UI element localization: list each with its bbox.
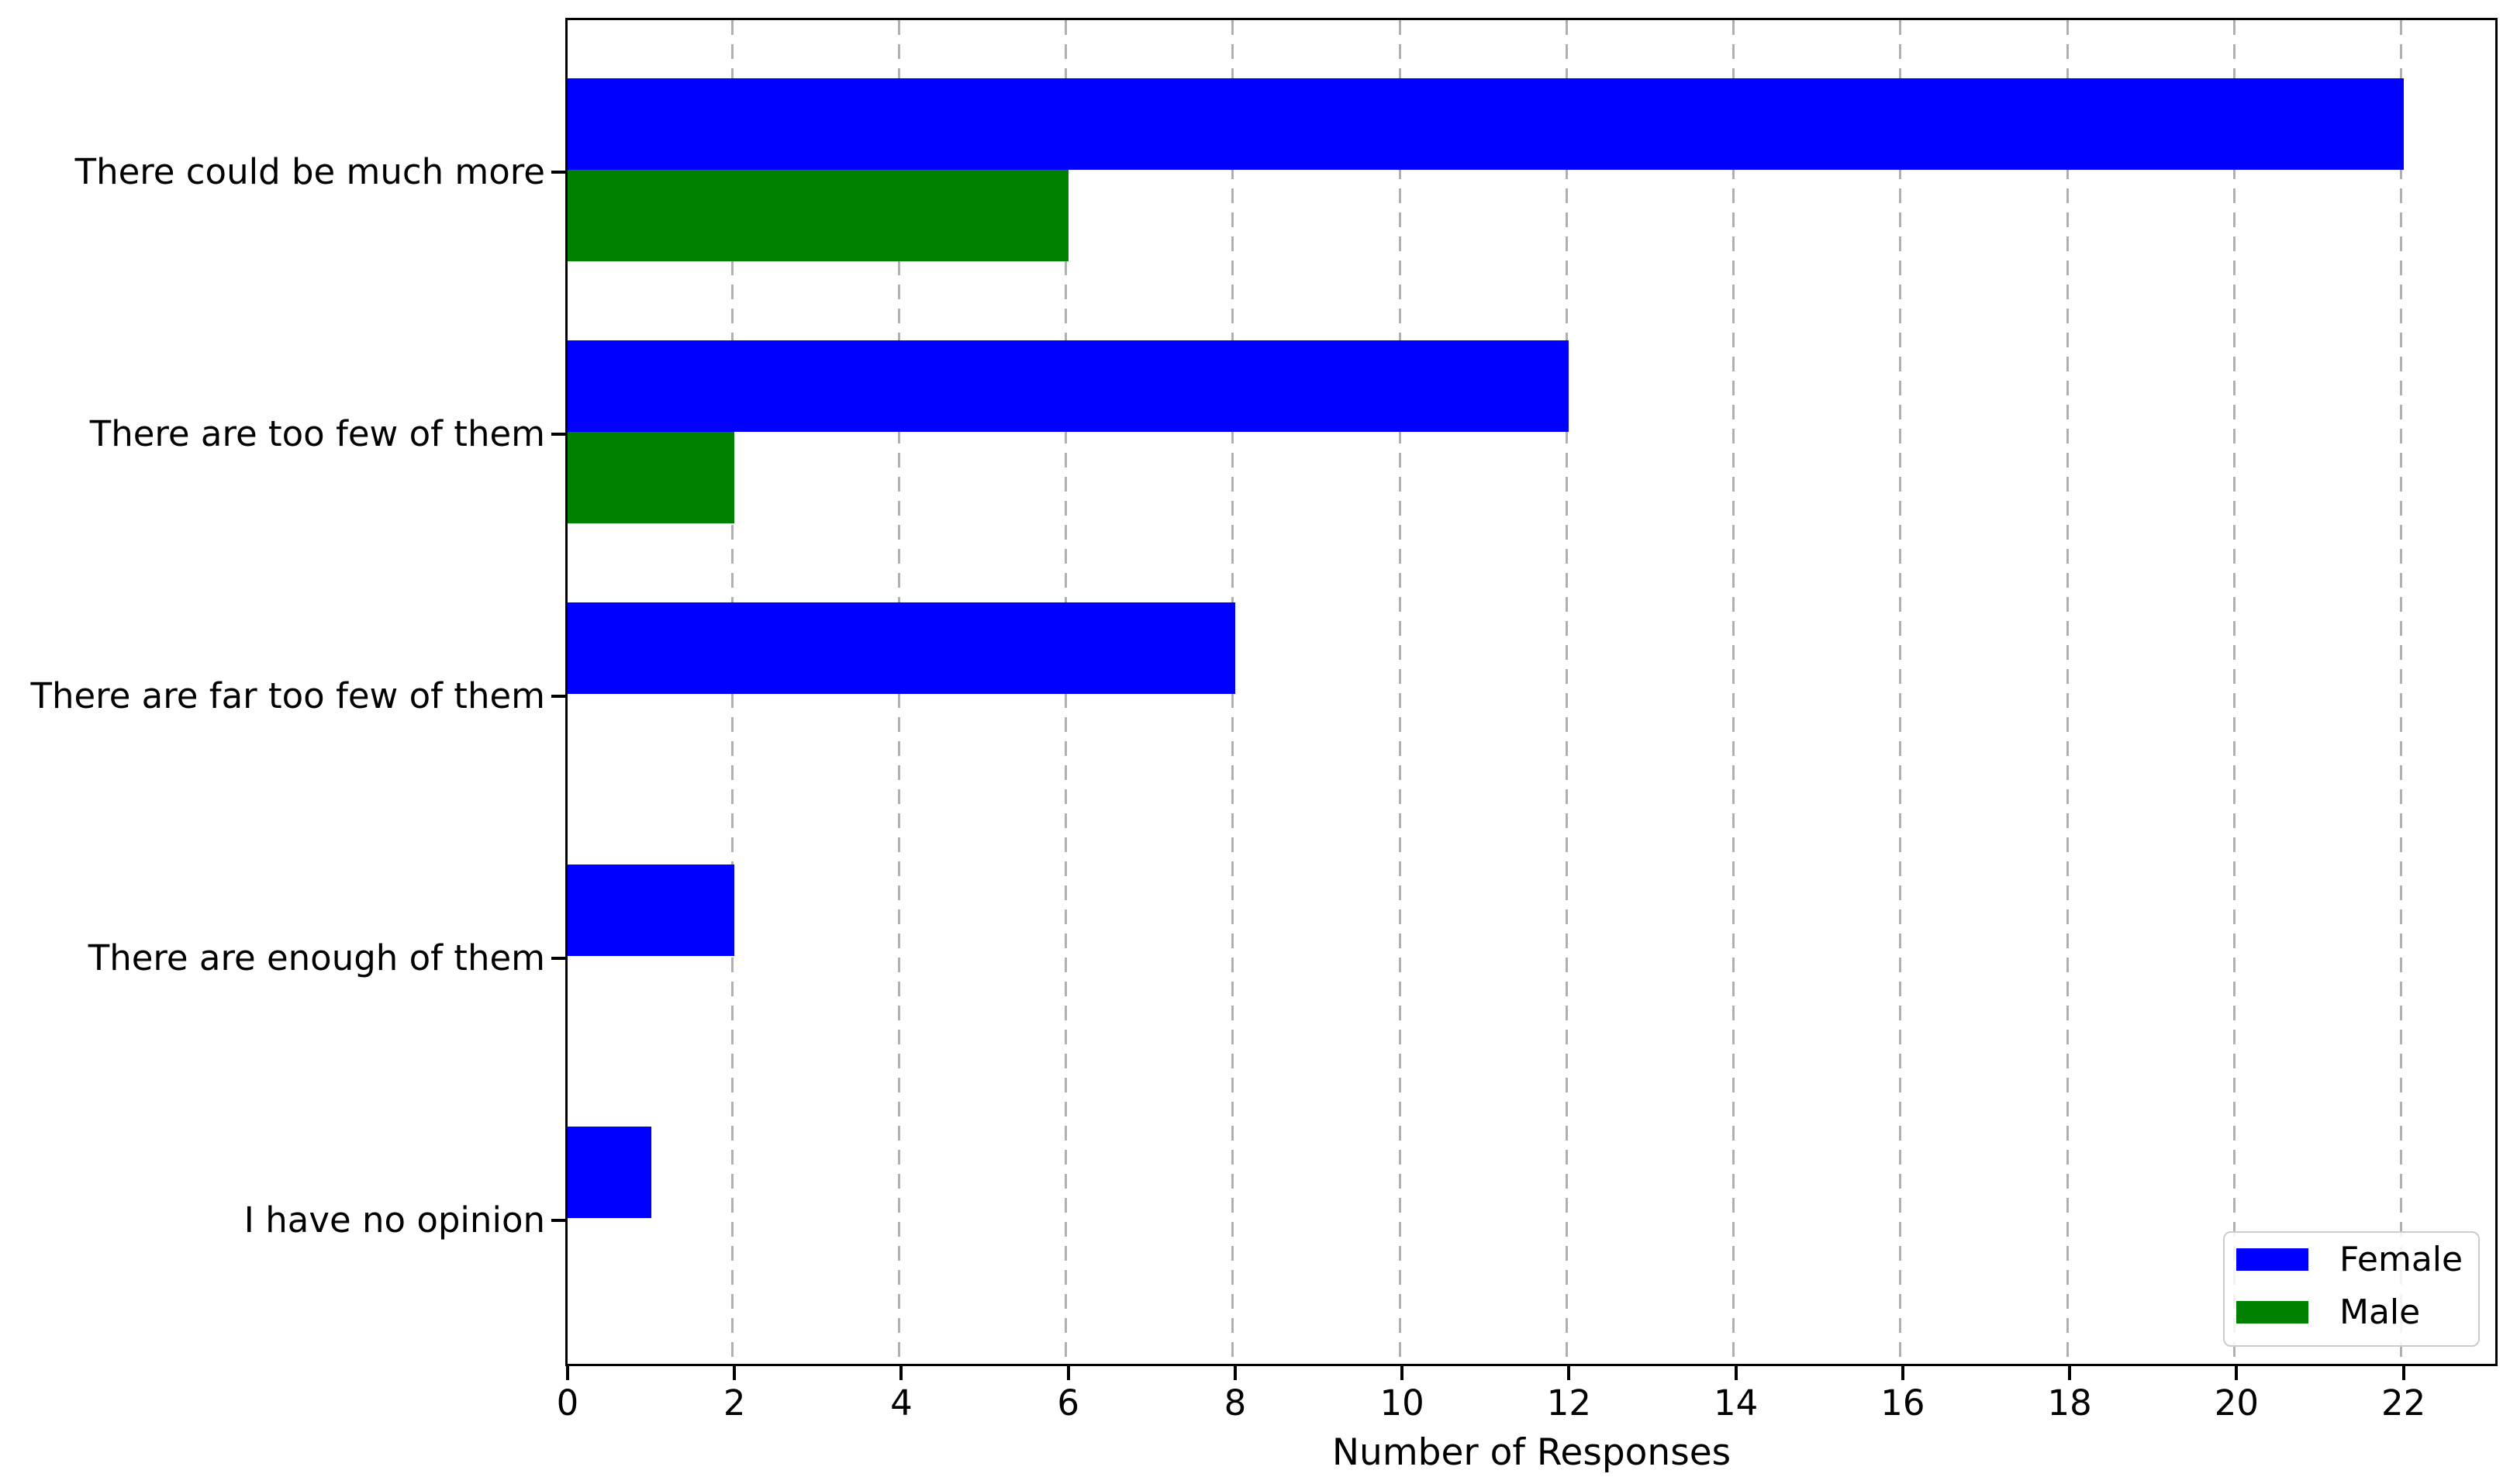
- x-tick-mark-2: [733, 1366, 737, 1380]
- gridline-x-22: [2400, 20, 2403, 1359]
- gridline-x-10: [1398, 20, 1401, 1359]
- bar-female-3: [568, 865, 735, 956]
- x-tick-label-18: 18: [2047, 1382, 2092, 1424]
- legend-label-female: Female: [2339, 1240, 2463, 1279]
- gridline-x-14: [1732, 20, 1735, 1359]
- x-tick-label-0: 0: [556, 1382, 579, 1424]
- x-tick-label-14: 14: [1714, 1382, 1759, 1424]
- x-tick-mark-10: [1400, 1366, 1404, 1380]
- legend: Female Male: [2223, 1231, 2480, 1347]
- bar-female-1: [568, 340, 1569, 432]
- x-tick-label-4: 4: [890, 1382, 913, 1424]
- y-tick-mark-0: [551, 171, 565, 174]
- x-tick-label-12: 12: [1546, 1382, 1592, 1424]
- x-tick-mark-14: [1734, 1366, 1738, 1380]
- y-tick-mark-4: [551, 1219, 565, 1222]
- legend-label-male: Male: [2339, 1292, 2421, 1332]
- x-tick-mark-12: [1567, 1366, 1571, 1380]
- x-tick-label-8: 8: [1224, 1382, 1247, 1424]
- x-tick-label-20: 20: [2214, 1382, 2259, 1424]
- x-tick-mark-18: [2068, 1366, 2072, 1380]
- x-tick-mark-6: [1066, 1366, 1070, 1380]
- bar-male-0: [568, 170, 1069, 261]
- x-tick-mark-20: [2235, 1366, 2239, 1380]
- y-tick-label-0: There could be much more: [74, 151, 545, 192]
- x-tick-label-22: 22: [2381, 1382, 2426, 1424]
- legend-swatch-male: [2236, 1301, 2308, 1324]
- gridline-x-18: [2066, 20, 2069, 1359]
- x-tick-mark-4: [899, 1366, 903, 1380]
- y-tick-label-4: I have no opinion: [243, 1199, 545, 1241]
- y-tick-label-2: There are far too few of them: [30, 675, 545, 716]
- y-tick-mark-3: [551, 957, 565, 960]
- y-tick-mark-1: [551, 433, 565, 436]
- x-tick-label-6: 6: [1057, 1382, 1080, 1424]
- x-tick-mark-8: [1233, 1366, 1237, 1380]
- x-tick-label-16: 16: [1880, 1382, 1925, 1424]
- y-tick-mark-2: [551, 695, 565, 698]
- x-tick-mark-16: [1901, 1366, 1904, 1380]
- x-tick-label-2: 2: [723, 1382, 746, 1424]
- bar-female-0: [568, 78, 2404, 170]
- gridline-x-16: [1899, 20, 1902, 1359]
- x-tick-mark-0: [566, 1366, 569, 1380]
- x-tick-mark-22: [2401, 1366, 2405, 1380]
- y-tick-label-1: There are too few of them: [89, 413, 545, 454]
- bar-male-1: [568, 432, 735, 523]
- plot-area: [565, 18, 2498, 1366]
- legend-swatch-female: [2236, 1248, 2308, 1271]
- bar-female-2: [568, 602, 1235, 694]
- bar-female-4: [568, 1127, 651, 1218]
- x-axis-title: Number of Responses: [1331, 1431, 1731, 1474]
- y-tick-label-3: There are enough of them: [88, 937, 545, 978]
- x-tick-label-10: 10: [1379, 1382, 1424, 1424]
- gridline-x-20: [2232, 20, 2236, 1359]
- gridline-x-12: [1565, 20, 1568, 1359]
